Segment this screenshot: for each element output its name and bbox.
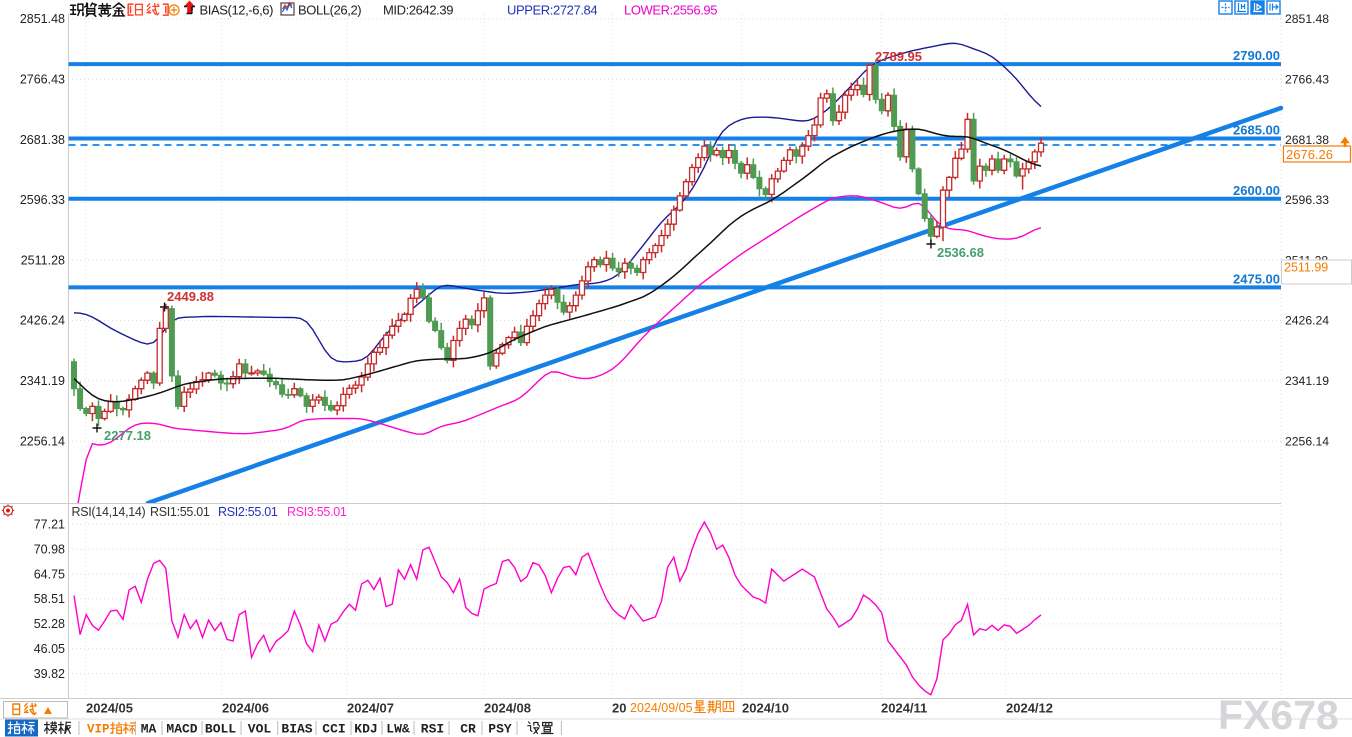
svg-text:2341.19: 2341.19 — [20, 374, 65, 388]
svg-text:BOLL: BOLL — [205, 722, 236, 737]
svg-text:2449.88: 2449.88 — [167, 289, 214, 304]
svg-text:2596.33: 2596.33 — [20, 193, 65, 207]
svg-text:VIP: VIP — [87, 723, 110, 737]
svg-text:KDJ: KDJ — [354, 722, 377, 737]
svg-text:LOWER:2556.95: LOWER:2556.95 — [624, 3, 717, 18]
svg-text:2511.28: 2511.28 — [21, 253, 65, 267]
svg-text:2475.00: 2475.00 — [1233, 271, 1280, 286]
svg-text:58.51: 58.51 — [34, 592, 65, 606]
svg-text:2024/10: 2024/10 — [742, 701, 789, 716]
svg-text:2341.19: 2341.19 — [1285, 374, 1329, 388]
svg-text:MACD: MACD — [166, 722, 197, 737]
svg-text:VOL: VOL — [248, 722, 272, 737]
svg-text:2024/05: 2024/05 — [86, 701, 133, 716]
svg-text:2851.48: 2851.48 — [20, 12, 65, 26]
svg-text:39.82: 39.82 — [34, 667, 65, 681]
svg-text:64.75: 64.75 — [34, 567, 65, 581]
svg-text:2024/11: 2024/11 — [881, 701, 927, 716]
svg-text:2790.00: 2790.00 — [1233, 48, 1280, 63]
svg-text:2681.38: 2681.38 — [1285, 133, 1329, 147]
svg-text:FX678: FX678 — [1218, 692, 1339, 737]
svg-text:2600.00: 2600.00 — [1233, 183, 1280, 198]
svg-text:2596.33: 2596.33 — [1285, 193, 1329, 207]
svg-text:2681.38: 2681.38 — [20, 133, 65, 147]
svg-text:2024/09/05: 2024/09/05 — [630, 701, 693, 715]
svg-text:PSY: PSY — [488, 722, 512, 737]
svg-text:46.05: 46.05 — [34, 642, 65, 656]
svg-text:2789.95: 2789.95 — [875, 49, 922, 64]
svg-text:2256.14: 2256.14 — [1285, 434, 1329, 448]
svg-text:MA: MA — [141, 722, 157, 737]
svg-text:CR: CR — [460, 722, 476, 737]
svg-text:UPPER:2727.84: UPPER:2727.84 — [507, 3, 597, 18]
svg-text:BIAS(12,-6,6): BIAS(12,-6,6) — [200, 3, 274, 18]
svg-text:BOLL(26,2): BOLL(26,2) — [298, 3, 361, 18]
svg-text:2426.24: 2426.24 — [20, 314, 65, 328]
svg-text:RSI(14,14,14): RSI(14,14,14) — [72, 505, 146, 519]
svg-text:CCI: CCI — [322, 722, 345, 737]
svg-text:2256.14: 2256.14 — [20, 434, 65, 448]
svg-text:2426.24: 2426.24 — [1285, 314, 1329, 328]
svg-text:MID:2642.39: MID:2642.39 — [383, 3, 453, 18]
svg-text:2024/08: 2024/08 — [484, 701, 531, 716]
svg-text:RSI3:55.01: RSI3:55.01 — [287, 505, 347, 519]
svg-text:2766.43: 2766.43 — [20, 73, 65, 87]
svg-text:2685.00: 2685.00 — [1233, 123, 1280, 138]
svg-text:RSI: RSI — [421, 722, 444, 737]
svg-text:52.28: 52.28 — [34, 617, 65, 631]
svg-text:2024/07: 2024/07 — [347, 701, 394, 716]
svg-text:RSI2:55.01: RSI2:55.01 — [218, 505, 278, 519]
svg-text:RSI1:55.01: RSI1:55.01 — [150, 505, 210, 519]
svg-text:2851.48: 2851.48 — [1285, 12, 1329, 26]
svg-text:2536.68: 2536.68 — [937, 245, 984, 260]
svg-text:2277.18: 2277.18 — [104, 428, 151, 443]
svg-text:2024/06: 2024/06 — [222, 701, 269, 716]
svg-text:BIAS: BIAS — [281, 722, 312, 737]
svg-text:77.21: 77.21 — [34, 518, 65, 532]
svg-text:2766.43: 2766.43 — [1285, 73, 1329, 87]
svg-text:2676.26: 2676.26 — [1286, 147, 1333, 162]
svg-text:2024/12: 2024/12 — [1006, 701, 1053, 716]
svg-text:2511.99: 2511.99 — [1284, 261, 1328, 275]
svg-text:70.98: 70.98 — [34, 543, 65, 557]
svg-text:LW&: LW& — [386, 722, 410, 737]
